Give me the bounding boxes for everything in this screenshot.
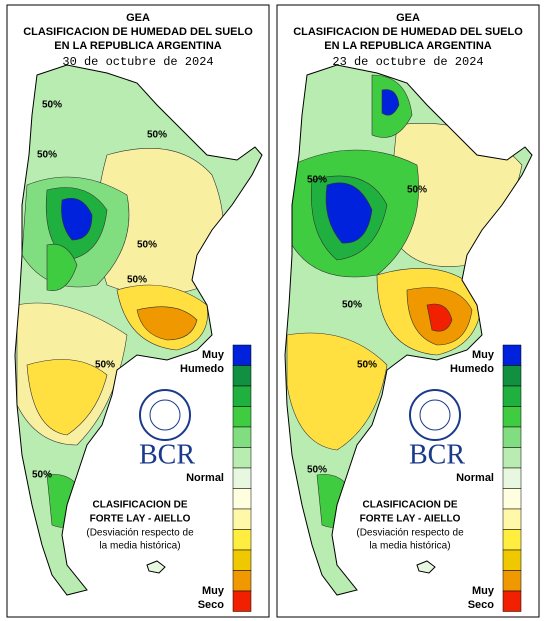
date: 30 de octubre de 2024 [62,55,213,69]
map-panel: GEA CLASIFICACION DE HUMEDAD DEL SUELO EN … [276,4,540,618]
organization: GEA [396,12,420,24]
legend-swatch [232,529,252,551]
title-line: CLASIFICACION DE HUMEDAD DEL SUELO [23,26,253,38]
legend-swatch [232,570,252,592]
legend-label: Muy [472,349,495,361]
legend-label: Muy [202,585,225,597]
legend-swatch [502,488,522,510]
legend-swatch [502,529,522,551]
legend-swatch [502,406,522,428]
legend-label: Muy [202,349,225,361]
legend-swatch [232,590,252,612]
legend-swatch [232,488,252,510]
legend-label: Humedo [450,363,494,375]
title-line: EN LA REPUBLICA ARGENTINA [324,40,492,52]
classification-title: FORTE LAY - AIELLO [90,514,191,525]
contour-label: 50% [307,175,327,186]
contour-label: 50% [137,240,157,251]
classification-note: la media histórica) [99,541,180,552]
classification-title: CLASIFICACION DE [363,500,458,511]
legend-swatch [232,406,252,428]
classification-note: la media histórica) [369,541,450,552]
moisture-zone [61,198,93,241]
legend-label: Normal [186,472,224,484]
classification-note: (Desviación respecto de [356,528,464,539]
logo-seal [139,389,191,441]
legend-label: Humedo [180,363,224,375]
legend-label: Muy [472,585,495,597]
moisture-zone [325,182,373,244]
classification-note: (Desviación respecto de [86,528,194,539]
legend-swatch [502,365,522,387]
logo-seal [409,389,461,441]
legend-swatch [502,385,522,407]
logo-seal-inner [149,399,181,431]
contour-label: 50% [307,465,327,476]
logo-text: BCR [139,439,195,470]
moisture-zone [286,332,388,451]
legend-swatch [502,467,522,489]
legend-swatch [232,447,252,469]
legend-swatch [232,426,252,448]
legend-swatch [502,590,522,612]
contour-label: 50% [42,100,62,111]
contour-label: 50% [407,185,427,196]
contour-label: 50% [147,130,167,141]
date: 23 de octubre de 2024 [332,55,483,69]
country-outline [284,64,533,596]
legend-swatch [502,447,522,469]
legend-label: Normal [456,472,494,484]
malvinas [416,560,436,574]
legend-swatch [502,426,522,448]
moisture-zone [46,243,78,292]
legend-swatch [232,467,252,489]
moisture-zone [136,306,198,341]
legend-label: Seco [198,599,225,611]
legend-swatch [502,344,522,366]
map [15,65,262,595]
map-panel: GEA CLASIFICACION DE HUMEDAD DEL SUELO EN … [6,4,270,618]
country-outline [14,64,263,596]
classification-title: CLASIFICACION DE [93,500,188,511]
contour-label: 50% [95,360,115,371]
classification-title: FORTE LAY - AIELLO [360,514,461,525]
title-line: CLASIFICACION DE HUMEDAD DEL SUELO [293,26,523,38]
title-line: EN LA REPUBLICA ARGENTINA [54,40,222,52]
legend-label: Seco [468,599,495,611]
contour-label: 50% [342,300,362,311]
moisture-zone [381,89,400,116]
logo-text: BCR [409,439,465,470]
malvinas [146,560,166,574]
legend-swatch [232,365,252,387]
legend-swatch [502,549,522,571]
contour-label: 50% [357,360,377,371]
contour-label: 50% [37,150,57,161]
legend-swatch [232,344,252,366]
contour-label: 50% [32,470,52,481]
moisture-zone [26,359,108,436]
contour-label: 50% [127,275,147,286]
legend-swatch [232,549,252,571]
legend-swatch [502,570,522,592]
legend-swatch [232,508,252,530]
moisture-zone [426,303,453,332]
legend-swatch [502,508,522,530]
logo-seal-inner [419,399,451,431]
organization: GEA [126,12,150,24]
legend-swatch [232,385,252,407]
